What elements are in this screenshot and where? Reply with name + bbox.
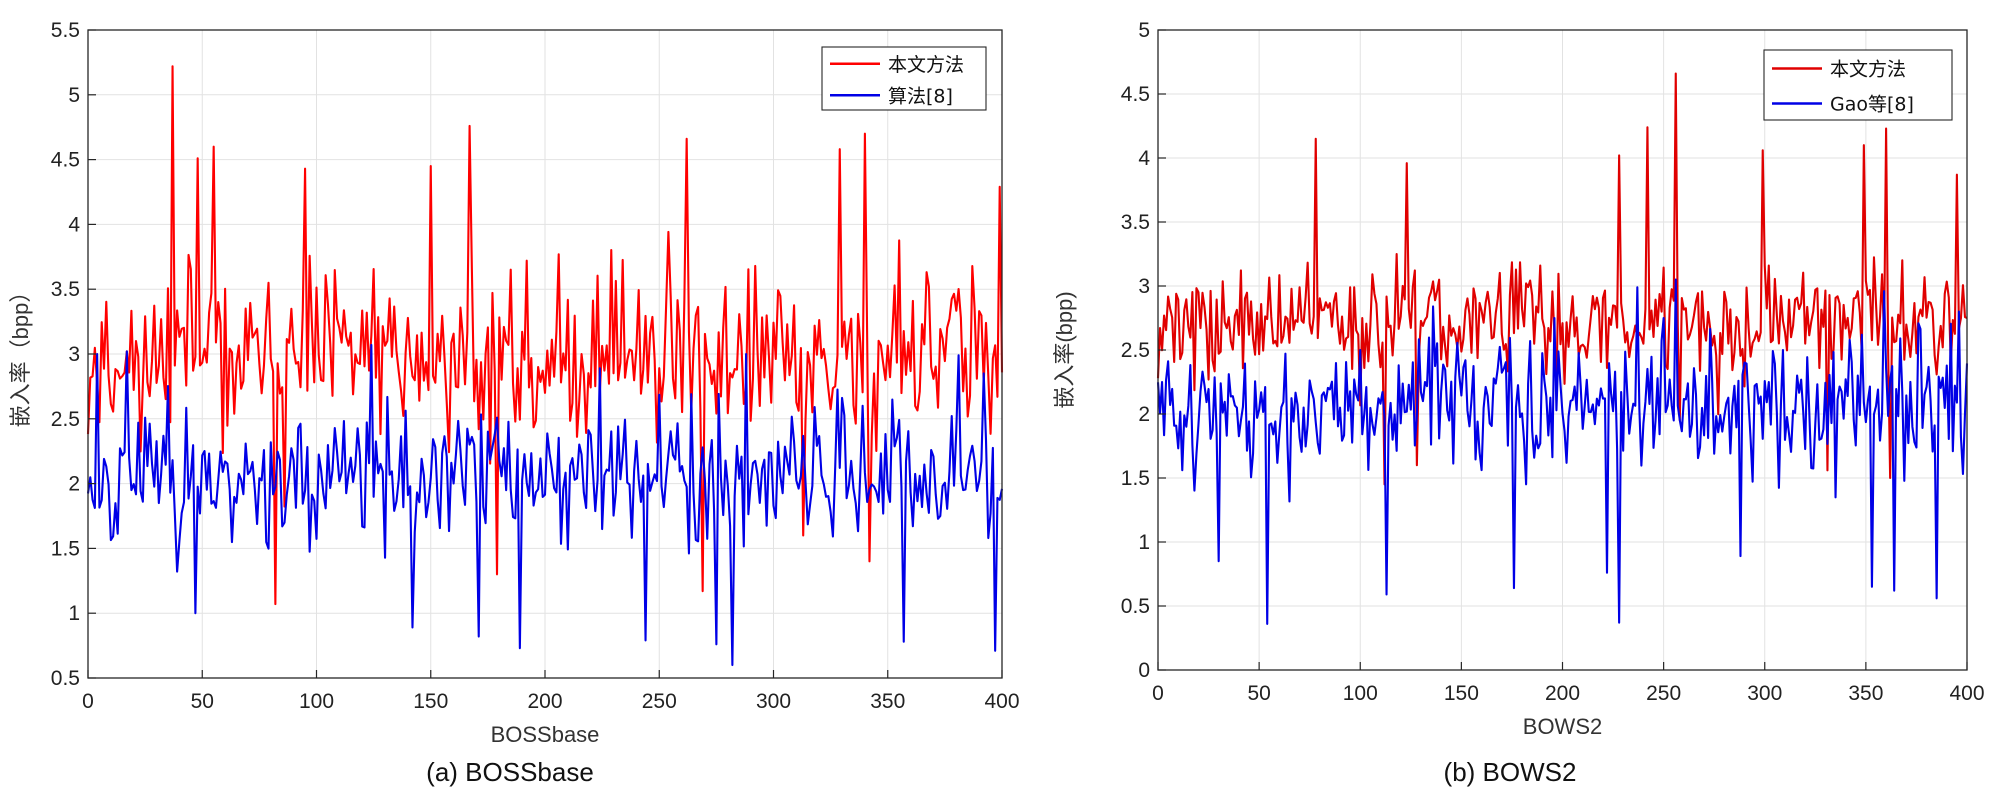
legend-label: Gao等[8]	[1830, 94, 1914, 116]
x-tick-label: 250	[1646, 682, 1681, 705]
series-line-baseline	[1156, 278, 1969, 625]
y-tick-label: 4	[1138, 147, 1150, 170]
y-tick-label: 3.5	[1121, 211, 1150, 234]
chart-b-caption: (b) BOWS2	[1443, 757, 1577, 787]
y-tick-label: 5	[68, 84, 80, 107]
y-tick-label: 2.5	[1121, 339, 1150, 362]
chart-panel-a: 0 50 100 150 200 250 300 350 400 0.5 1 1.5 2 2.5 3 3.5 4…	[8, 19, 1020, 787]
legend-box	[821, 46, 987, 111]
legend-label: 算法[8]	[888, 85, 953, 107]
x-tick-label: 300	[1747, 682, 1782, 705]
series-line-proposed	[1156, 72, 1968, 486]
chart-panel-b: 0 50 100 150 200 250 300 350 400 0 0.5 1 1.5 2 2.5 3 3.5…	[1020, 0, 2000, 807]
y-tick-label: 0.5	[1121, 595, 1150, 618]
x-tick-label: 350	[1848, 682, 1883, 705]
x-tick-label: 50	[191, 690, 214, 713]
y-tick-label: 5	[1138, 19, 1150, 42]
y-tick-label: 1	[68, 602, 80, 625]
x-tick-label: 200	[1545, 682, 1580, 705]
y-tick-label: 2	[1138, 403, 1150, 426]
series-line-proposed	[86, 65, 1004, 606]
y-tick-label: 3.5	[51, 278, 80, 301]
x-tick-label: 150	[413, 690, 448, 713]
x-axis-title: BOWS2	[1523, 714, 1602, 739]
chart-a-ticks: 0 50 100 150 200 250 300 350 400 0.5 1 1.5 2 2.5 3 3.5 4…	[51, 19, 1020, 713]
y-tick-label: 1.5	[51, 537, 80, 560]
chart-b-svg: 0 50 100 150 200 250 300 350 400 0 0.5 1 1.5 2 2.5 3 3.5…	[1052, 19, 1985, 739]
chart-b-ticks: 0 50 100 150 200 250 300 350 400 0 0.5 1 1.5 2 2.5 3 3.5…	[1121, 19, 1985, 705]
y-tick-label: 0.5	[51, 667, 80, 690]
x-tick-label: 100	[1343, 682, 1378, 705]
y-tick-label: 4	[68, 213, 80, 236]
x-tick-label: 400	[1949, 682, 1984, 705]
chart-a-caption: (a) BOSSbase	[426, 757, 594, 787]
x-tick-label: 350	[870, 690, 905, 713]
legend-label: 本文方法	[888, 54, 964, 76]
x-tick-label: 50	[1247, 682, 1270, 705]
y-tick-label: 2.5	[51, 408, 80, 431]
y-tick-label: 1.5	[1121, 467, 1150, 490]
x-tick-label: 150	[1444, 682, 1479, 705]
series-line-baseline	[86, 343, 1004, 667]
x-tick-label: 0	[82, 690, 94, 713]
y-tick-label: 5.5	[51, 19, 80, 42]
y-tick-label: 0	[1138, 659, 1150, 682]
x-tick-label: 0	[1152, 682, 1164, 705]
x-tick-label: 250	[642, 690, 677, 713]
x-tick-label: 100	[299, 690, 334, 713]
y-tick-label: 4.5	[1121, 83, 1150, 106]
x-tick-label: 300	[756, 690, 791, 713]
x-tick-label: 400	[984, 690, 1019, 713]
legend: 本文方法 Gao等[8]	[1763, 49, 1953, 121]
x-tick-label: 200	[527, 690, 562, 713]
chart-a-svg: 0 50 100 150 200 250 300 350 400 0.5 1 1.5 2 2.5 3 3.5 4…	[8, 19, 1020, 747]
y-tick-label: 2	[68, 473, 80, 496]
y-tick-label: 3	[68, 343, 80, 366]
y-axis-title: 嵌入率(bpp)	[1052, 291, 1077, 408]
y-tick-label: 4.5	[51, 149, 80, 172]
y-tick-label: 1	[1138, 531, 1150, 554]
y-tick-label: 3	[1138, 275, 1150, 298]
y-axis-title: 嵌入率（bpp）	[8, 281, 33, 428]
legend-box	[1763, 49, 1953, 121]
x-axis-title: BOSSbase	[491, 722, 600, 747]
legend-label: 本文方法	[1830, 59, 1906, 81]
